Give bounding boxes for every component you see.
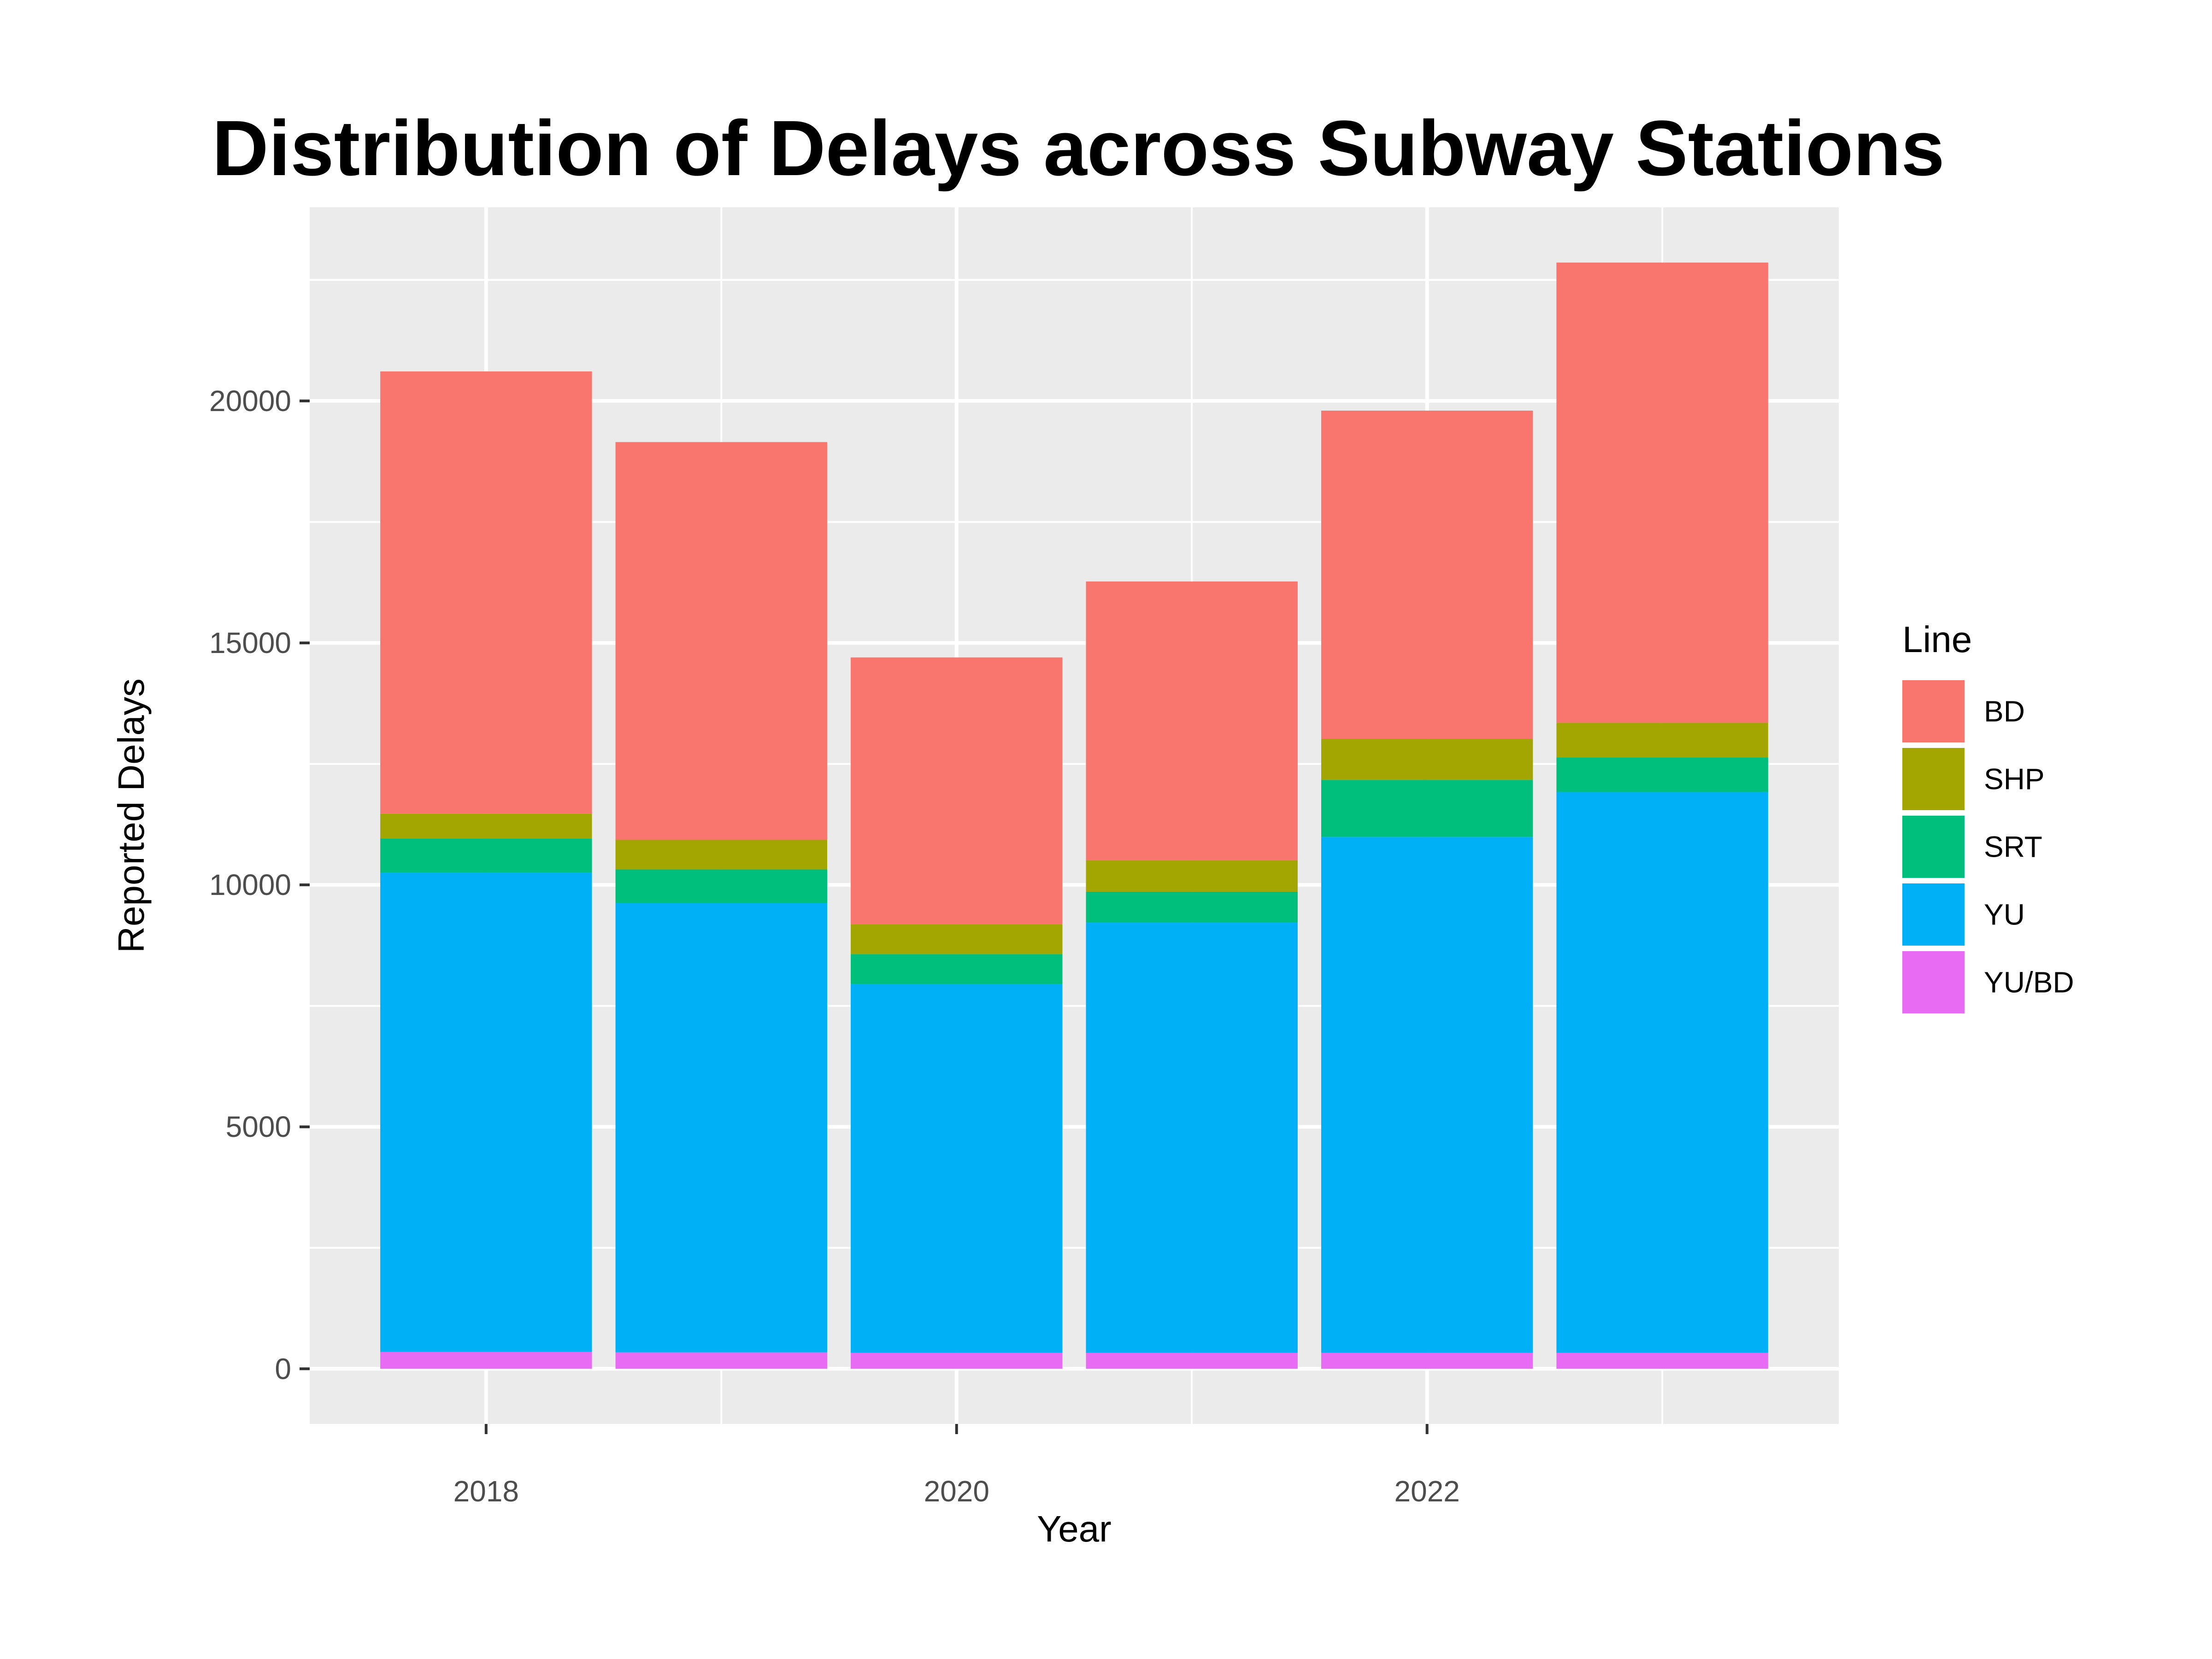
bar-2020-srt [851, 954, 1063, 984]
bar-2021-yu-bd [1086, 1353, 1298, 1369]
legend-label: BD [1984, 695, 2025, 728]
legend-label: YU [1984, 898, 2025, 931]
legend-key-yu-bd [1902, 951, 1965, 1013]
legend-label: SRT [1984, 830, 2042, 864]
bar-2023-yu-bd [1556, 1353, 1768, 1369]
bar-2018-yu [380, 872, 592, 1352]
x-axis-title: Year [1037, 1508, 1112, 1549]
bar-2018-bd [380, 371, 592, 814]
x-tick-label: 2022 [1394, 1475, 1460, 1508]
bar-2019-yu [615, 903, 828, 1353]
legend-label: YU/BD [1984, 966, 2074, 999]
bar-2019-shp [615, 840, 828, 870]
legend-key-bd [1902, 680, 1965, 742]
bars-layer [380, 262, 1768, 1369]
bar-2021-srt [1086, 891, 1298, 923]
y-tick-label: 0 [275, 1352, 291, 1385]
bar-2019-bd [615, 442, 828, 840]
bar-2022-shp [1321, 739, 1533, 780]
legend-title: Line [1902, 619, 1972, 660]
chart-title: Distribution of Delays across Subway Sta… [212, 105, 1945, 192]
bar-2022-srt [1321, 780, 1533, 837]
y-tick-label: 20000 [209, 384, 291, 418]
y-axis-title: Reported Delays [111, 678, 152, 953]
legend-key-srt [1902, 816, 1965, 878]
bar-2023-srt [1556, 757, 1768, 792]
bar-2022-yu [1321, 837, 1533, 1353]
legend-key-shp [1902, 748, 1965, 810]
y-tick-label: 15000 [209, 626, 291, 659]
bar-2023-bd [1556, 262, 1768, 723]
bar-2019-yu-bd [615, 1352, 828, 1369]
bar-2018-shp [380, 813, 592, 839]
bar-2018-yu-bd [380, 1352, 592, 1369]
x-tick-label: 2018 [453, 1475, 519, 1508]
bar-2021-shp [1086, 860, 1298, 892]
bar-2020-shp [851, 924, 1063, 954]
bar-2018-srt [380, 838, 592, 873]
x-axis: 2018 2020 2022 [453, 1424, 1460, 1508]
bar-2020-bd [851, 657, 1063, 924]
legend-key-yu [1902, 883, 1965, 946]
bar-2020-yu [851, 984, 1063, 1353]
legend-label: SHP [1984, 763, 2045, 796]
bar-2023-yu [1556, 792, 1768, 1353]
x-tick-label: 2020 [924, 1475, 989, 1508]
bar-2021-bd [1086, 581, 1298, 860]
bar-2023-shp [1556, 723, 1768, 758]
y-tick-label: 10000 [209, 868, 291, 901]
y-axis: 0 5000 10000 15000 20000 [209, 384, 310, 1385]
bar-2021-yu [1086, 923, 1298, 1353]
bar-2019-srt [615, 869, 828, 903]
bar-2020-yu-bd [851, 1353, 1063, 1369]
legend: Line BD SHP SRT YU YU/BD [1902, 619, 2074, 1013]
bar-2022-bd [1321, 411, 1533, 739]
bar-2022-yu-bd [1321, 1353, 1533, 1369]
y-tick-label: 5000 [226, 1110, 291, 1143]
